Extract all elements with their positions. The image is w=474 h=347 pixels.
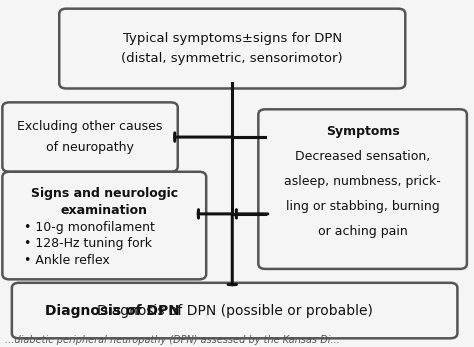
FancyBboxPatch shape xyxy=(2,102,178,172)
FancyBboxPatch shape xyxy=(59,9,405,88)
FancyBboxPatch shape xyxy=(258,109,467,269)
Text: Signs and neurologic: Signs and neurologic xyxy=(31,187,178,200)
Text: Excluding other causes: Excluding other causes xyxy=(18,120,163,133)
Text: or aching pain: or aching pain xyxy=(318,225,408,238)
Text: examination: examination xyxy=(61,204,148,217)
Text: ling or stabbing, burning: ling or stabbing, burning xyxy=(286,200,439,213)
Text: Diagnosis of DPN: Diagnosis of DPN xyxy=(45,304,180,318)
Text: asleep, numbness, prick-: asleep, numbness, prick- xyxy=(284,175,441,188)
Text: • 128-Hz tuning fork: • 128-Hz tuning fork xyxy=(24,237,152,250)
Text: Decreased sensation,: Decreased sensation, xyxy=(295,150,430,163)
Text: (distal, symmetric, sensorimotor): (distal, symmetric, sensorimotor) xyxy=(121,52,343,66)
Text: ...diabetic peripheral neuropathy (DPN) assessed by the Kansas Di...: ...diabetic peripheral neuropathy (DPN) … xyxy=(5,335,339,345)
Text: Diagnosis of DPN (possible or probable): Diagnosis of DPN (possible or probable) xyxy=(97,304,373,318)
Text: • Ankle reflex: • Ankle reflex xyxy=(24,254,109,267)
Text: Typical symptoms±signs for DPN: Typical symptoms±signs for DPN xyxy=(123,32,342,45)
Text: • 10-g monofilament: • 10-g monofilament xyxy=(24,221,155,234)
Text: of neuropathy: of neuropathy xyxy=(46,141,134,154)
Text: Symptoms: Symptoms xyxy=(326,125,400,138)
FancyBboxPatch shape xyxy=(12,283,457,338)
FancyBboxPatch shape xyxy=(2,172,206,279)
